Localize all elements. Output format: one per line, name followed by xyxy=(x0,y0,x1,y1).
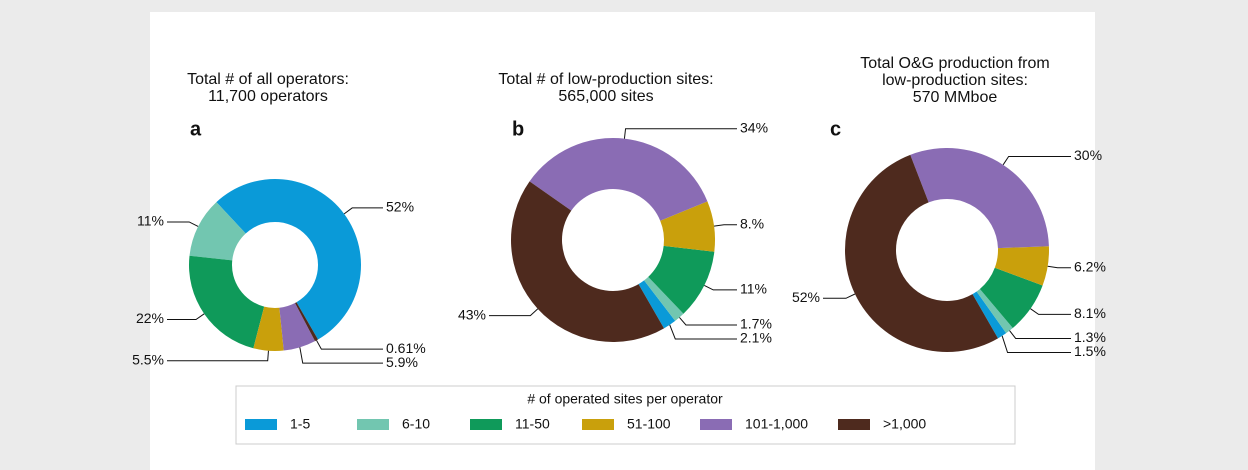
panel-letter: b xyxy=(512,118,524,140)
value-label: 11% xyxy=(137,213,164,229)
leader-line xyxy=(299,347,383,364)
value-label: 52% xyxy=(792,289,820,305)
donut-slice xyxy=(189,202,246,261)
leader-line xyxy=(167,313,205,321)
value-label: 5.9% xyxy=(386,354,418,370)
legend-swatch xyxy=(470,419,502,430)
value-label: 34% xyxy=(740,119,768,135)
legend-label: 6-10 xyxy=(402,416,430,432)
legend-swatch xyxy=(357,419,389,430)
donut-slice xyxy=(979,267,1043,328)
donut-slice xyxy=(295,302,318,342)
donut-slice xyxy=(279,303,316,351)
leader-line xyxy=(704,284,737,291)
value-label: 43% xyxy=(458,306,486,322)
leader-line xyxy=(623,128,737,139)
leader-line xyxy=(1009,330,1071,339)
leader-line xyxy=(1001,335,1071,353)
legend-label: 101-1,000 xyxy=(745,416,808,432)
donut-slice xyxy=(644,276,684,321)
donut-slice xyxy=(972,291,1007,339)
value-label: 30% xyxy=(1074,147,1102,163)
donut-slice xyxy=(216,178,361,340)
panel-letter: a xyxy=(190,118,202,140)
legend-swatch xyxy=(838,419,870,430)
value-label: 22% xyxy=(136,310,164,326)
chart-title: 11,700 operators xyxy=(208,88,328,105)
legend-label: 11-50 xyxy=(515,416,550,432)
value-label: 52% xyxy=(386,199,414,215)
legend-swatch xyxy=(700,419,732,430)
leader-line xyxy=(316,340,383,350)
donut-slice xyxy=(189,255,265,349)
leader-line xyxy=(343,207,383,215)
value-label: 11% xyxy=(740,281,767,297)
leader-line xyxy=(489,308,539,317)
value-label: 1.3% xyxy=(1074,329,1106,345)
chart-title: 565,000 sites xyxy=(558,88,653,105)
donut-slice xyxy=(638,280,676,329)
legend-swatch xyxy=(582,419,614,430)
leader-line xyxy=(669,324,737,340)
chart-title: Total # of low-production sites: xyxy=(498,71,713,88)
value-label: 8.1% xyxy=(1074,305,1106,321)
donut-slice xyxy=(648,245,715,314)
donut-slice xyxy=(511,181,664,342)
value-label: 2.1% xyxy=(740,330,772,346)
donut-slice xyxy=(994,246,1049,286)
value-label: 8.% xyxy=(740,215,764,231)
donut-slice xyxy=(529,137,708,221)
legend-label: >1,000 xyxy=(883,416,926,432)
chart-title: Total O&G production from xyxy=(860,55,1049,72)
value-label: 6.2% xyxy=(1074,258,1106,274)
leader-line xyxy=(1030,308,1071,315)
legend-title: # of operated sites per operator xyxy=(527,391,723,407)
legend-label: 51-100 xyxy=(627,416,671,432)
legend-box xyxy=(235,385,1016,445)
donut-slice xyxy=(976,288,1013,334)
leader-line xyxy=(167,350,269,362)
donut-slice xyxy=(660,201,716,252)
leader-line xyxy=(713,224,737,227)
donut-slice xyxy=(844,154,998,353)
chart-title: Total # of all operators: xyxy=(187,71,349,88)
value-label: 1.5% xyxy=(1074,343,1106,359)
donut-slice xyxy=(910,147,1049,249)
chart-title: 570 MMboe xyxy=(913,89,998,106)
donut-slice xyxy=(253,306,284,351)
value-label: 1.7% xyxy=(740,316,772,332)
legend-label: 1-5 xyxy=(290,416,310,432)
value-label: 0.61% xyxy=(386,340,426,356)
leader-line xyxy=(679,317,737,326)
panel-letter: c xyxy=(830,118,841,140)
legend-swatch xyxy=(245,419,277,430)
leader-line xyxy=(823,293,856,299)
leader-line xyxy=(1002,155,1071,166)
chart-title: low-production sites: xyxy=(882,72,1028,89)
leader-line xyxy=(1047,265,1071,269)
value-label: 5.5% xyxy=(132,351,164,367)
leader-line xyxy=(167,221,199,227)
